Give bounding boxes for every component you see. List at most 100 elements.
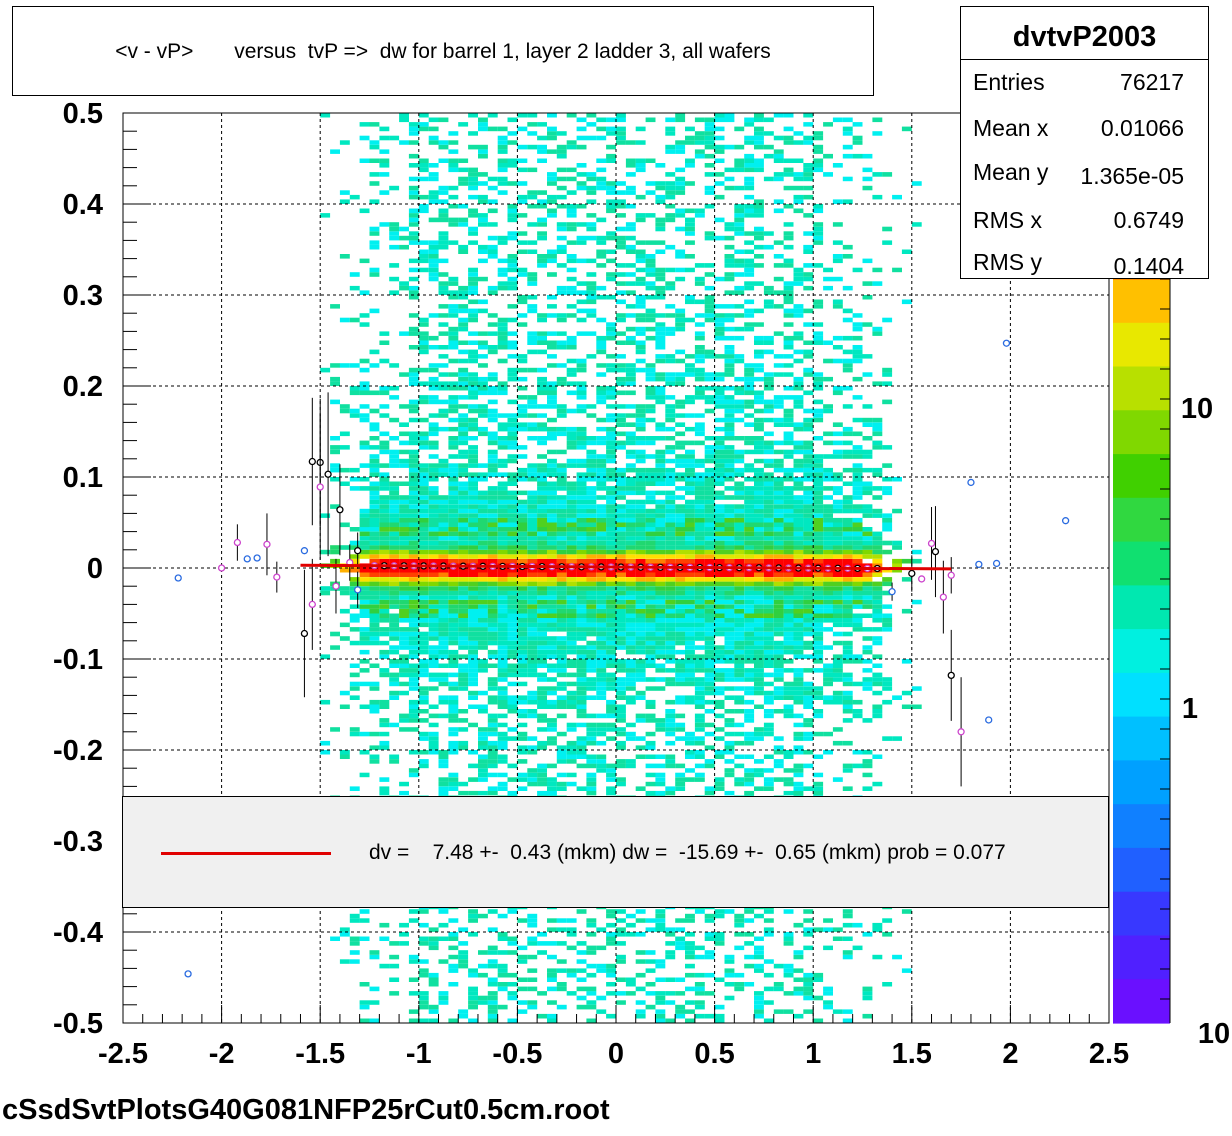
heatmap-cell [369,140,380,145]
heatmap-cell [724,222,735,227]
heatmap-cell [487,577,498,582]
heatmap-cell [339,586,350,591]
heatmap-cell [596,536,607,541]
heatmap-cell [369,1018,380,1023]
heatmap-cell [783,599,794,605]
heatmap-cell [675,618,686,623]
heatmap-cell [793,313,804,318]
heatmap-cell [556,754,567,759]
heatmap-cell [527,695,538,700]
heatmap-cell [763,531,774,537]
heatmap-cell [606,677,616,682]
heatmap-cell [704,913,715,919]
heatmap-cell [537,404,547,409]
heatmap-cell [547,722,557,728]
heatmap-cell [448,932,459,937]
heatmap-cell [694,586,705,591]
heatmap-cell [389,545,400,550]
heatmap-cell [675,326,686,332]
heatmap-cell [389,581,400,587]
heatmap-cell [616,659,626,664]
heatmap-cell [408,704,419,709]
heatmap-cell [487,763,498,769]
heatmap-cell [616,131,626,136]
heatmap-cell [556,426,567,432]
heatmap-cell [635,508,646,514]
heatmap-cell [655,927,666,932]
heatmap-cell [616,536,626,541]
heatmap-cell [754,945,764,951]
heatmap-cell [527,304,538,309]
heatmap-cell [497,986,508,992]
heatmap-cell [418,122,429,127]
heatmap-cell [635,449,646,455]
heatmap-cell [606,672,616,678]
heatmap-cell [478,745,488,750]
heatmap-cell [547,249,557,254]
heatmap-cell [349,936,360,941]
heatmap-cell [359,590,370,596]
heatmap-cell [418,586,429,591]
heatmap-cell [665,217,676,223]
heatmap-cell [369,445,380,450]
heatmap-cell [566,659,577,664]
heatmap-cell [724,226,735,232]
heatmap-cell [694,135,705,141]
heatmap-cell [399,654,409,659]
heatmap-cell [389,636,400,641]
heatmap-cell [714,395,725,400]
heatmap-cell [694,495,705,500]
heatmap-cell [468,240,478,245]
heatmap-cell [369,554,380,559]
heatmap-cell [704,690,715,696]
heatmap-cell [468,695,478,700]
heatmap-cell [468,631,478,637]
heatmap-cell [389,536,400,541]
heatmap-cell [458,386,469,391]
heatmap-cell [468,331,478,336]
heatmap-cell [635,467,646,473]
heatmap-cell [635,504,646,509]
heatmap-cell [537,572,547,577]
heatmap-cell [576,631,587,637]
heatmap-cell [783,299,794,305]
heatmap-cell [507,499,518,505]
heatmap-cell [438,345,449,350]
heatmap-cell [763,545,774,550]
heatmap-cell [665,545,676,550]
heatmap-cell [507,631,518,637]
heatmap-cell [586,645,597,650]
heatmap-cell [704,499,715,505]
heatmap-cell [793,486,804,491]
heatmap-cell [547,181,557,186]
heatmap-cell [438,599,449,605]
heatmap-cell [645,440,656,446]
heatmap-cell [754,677,764,682]
heatmap-cell [645,495,656,500]
heatmap-cell [537,508,547,514]
heatmap-cell [507,508,518,514]
heatmap-cell [596,681,607,687]
heatmap-cell [744,376,755,382]
heatmap-cell [724,517,735,523]
heatmap-cell [547,517,557,523]
heatmap-cell [458,718,469,723]
heatmap-cell [616,954,626,960]
heatmap-cell [773,554,784,559]
heatmap-cell [458,790,469,796]
heatmap-cell [665,517,676,523]
heatmap-cell [359,595,370,600]
heatmap-cell [576,172,587,177]
heatmap-cell [359,486,370,491]
heatmap-cell [527,490,538,496]
heatmap-cell [349,390,360,396]
heatmap-cell [418,445,429,450]
heatmap-cell [448,399,459,405]
heatmap-cell [369,308,380,314]
heatmap-cell [408,649,419,655]
heatmap-cell [694,659,705,664]
heatmap-cell [537,608,547,614]
heatmap-cell [724,372,735,377]
heatmap-cell [399,613,409,618]
heatmap-cell [478,763,488,769]
